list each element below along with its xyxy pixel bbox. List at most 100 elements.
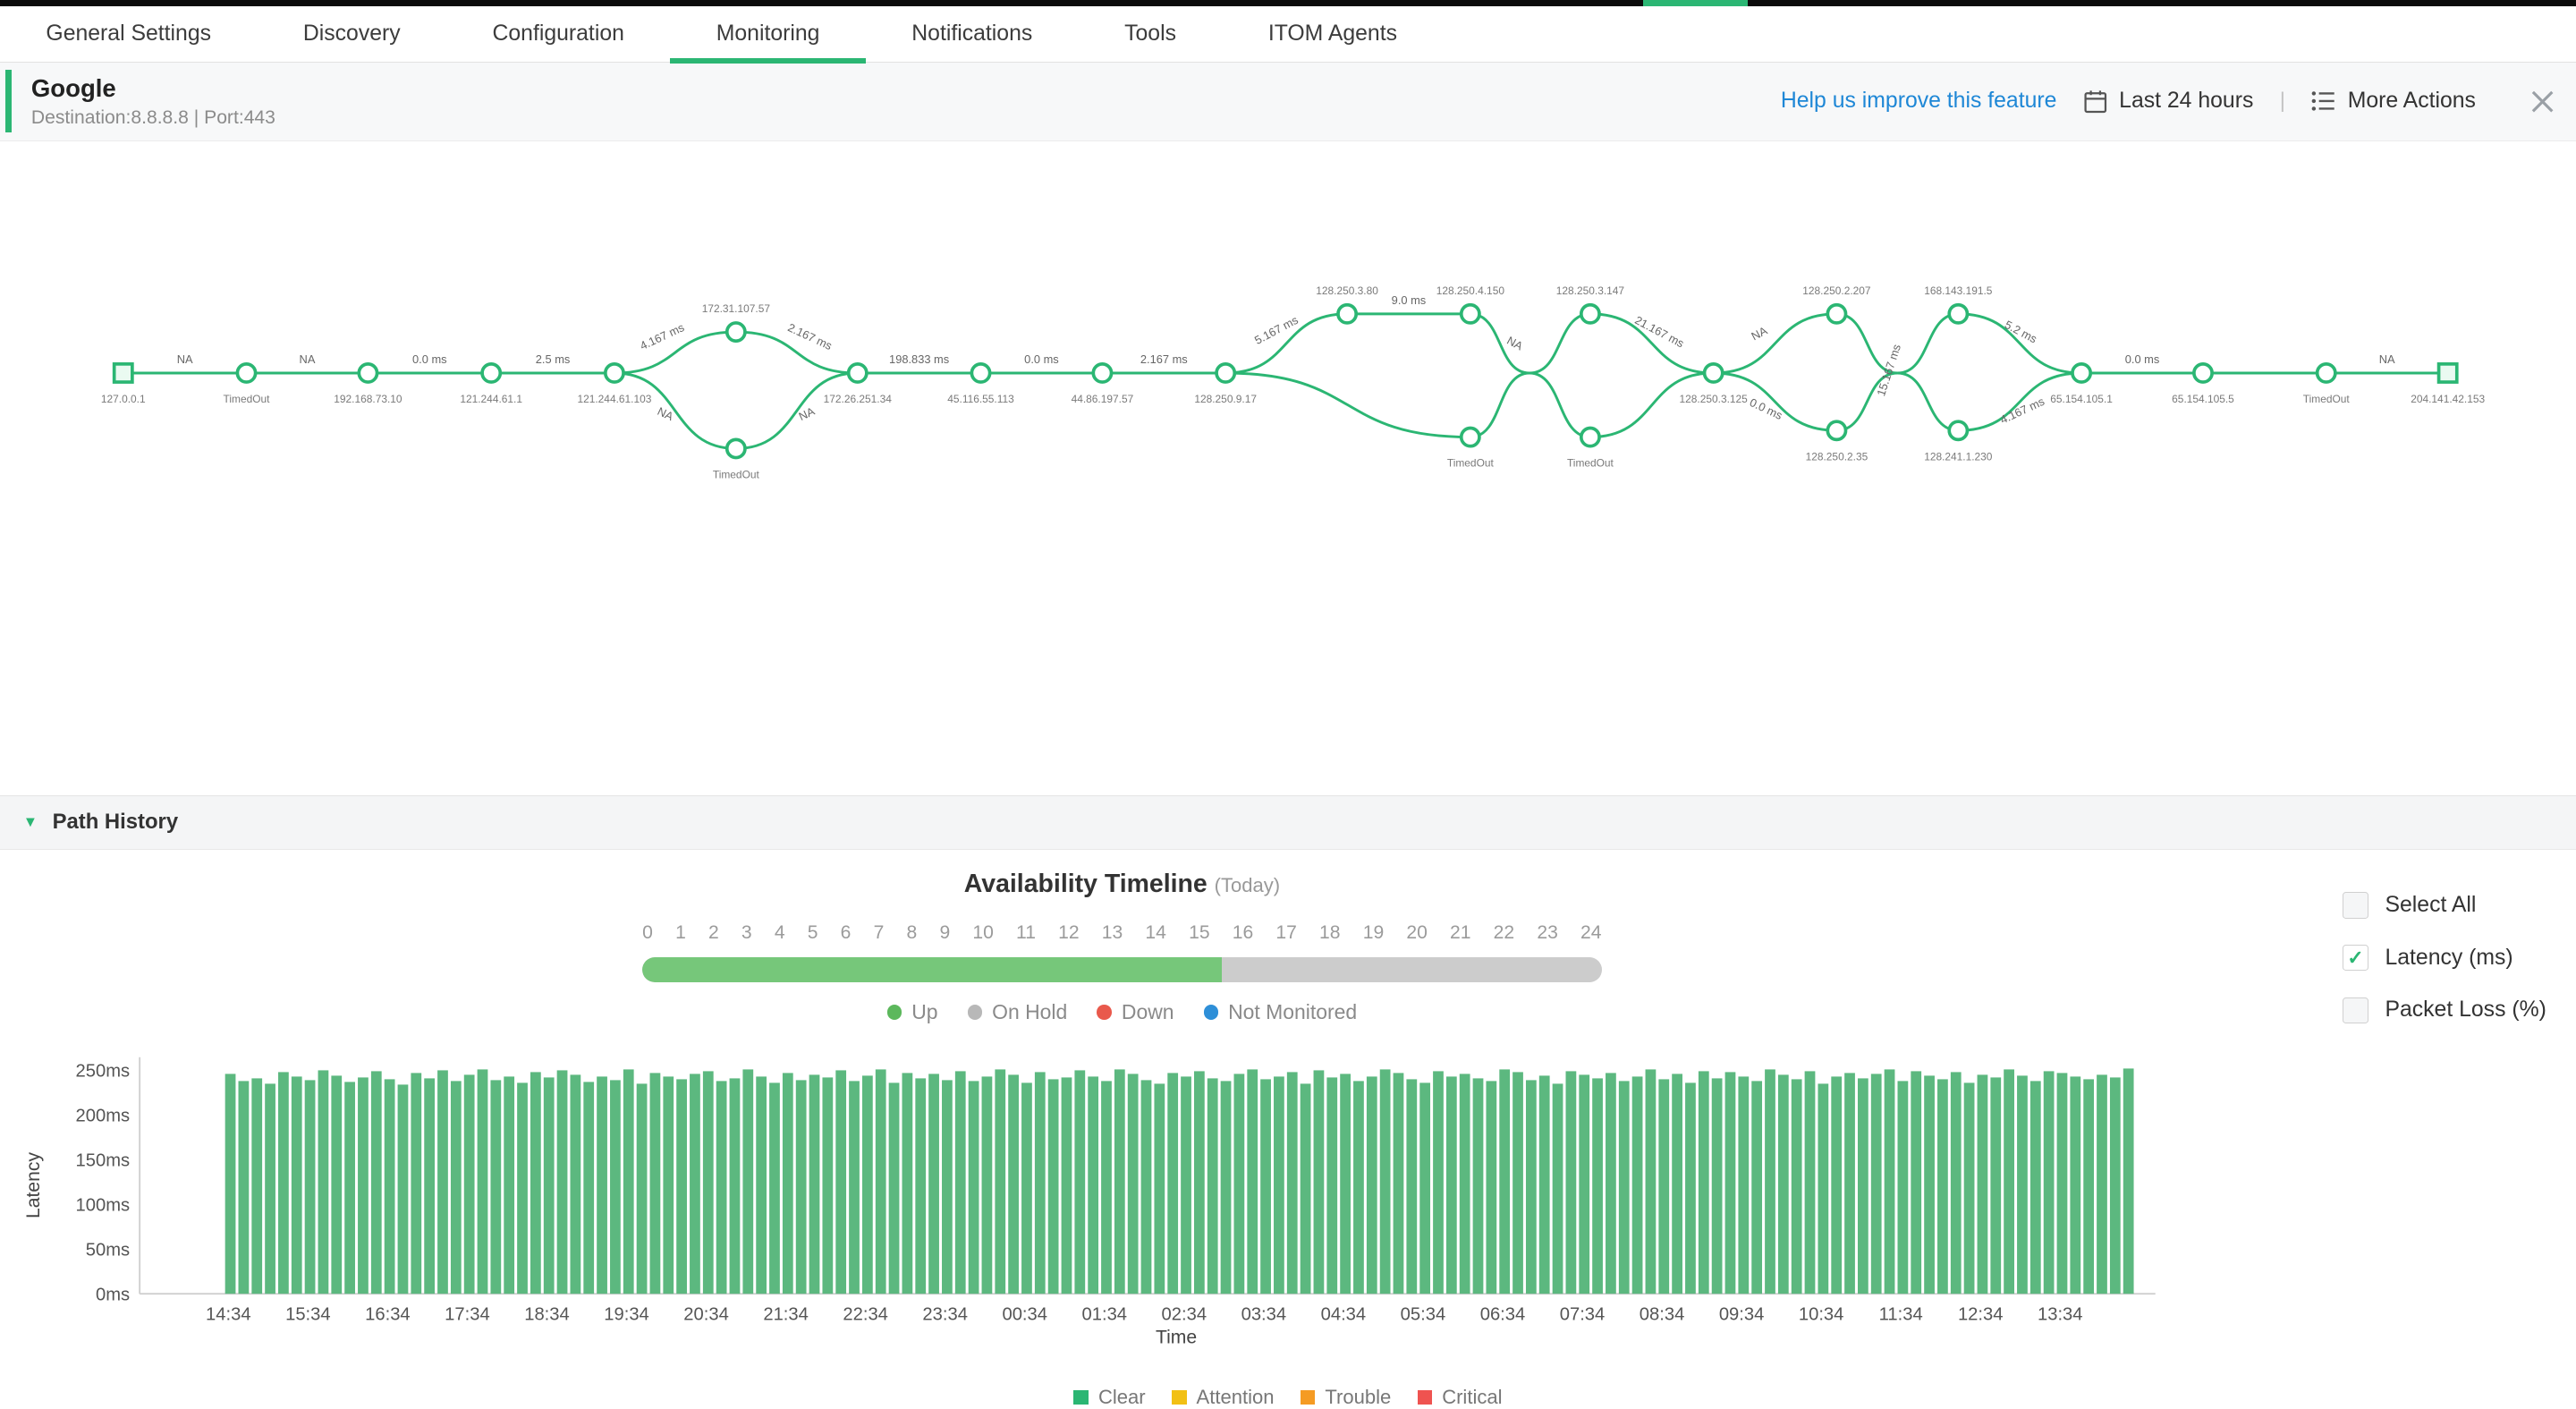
latency-bar[interactable]	[1300, 1083, 1311, 1294]
tab-itom-agents[interactable]: ITOM Agents	[1267, 21, 1397, 47]
latency-bar[interactable]	[1061, 1077, 1072, 1294]
latency-bar[interactable]	[1579, 1074, 1590, 1294]
latency-bar[interactable]	[2123, 1068, 2134, 1294]
latency-bar[interactable]	[1711, 1078, 1723, 1294]
latency-bar[interactable]	[1207, 1078, 1218, 1294]
checkbox-checked-icon[interactable]: ✓	[2342, 945, 2369, 972]
latency-bar[interactable]	[517, 1082, 528, 1294]
latency-bar[interactable]	[2109, 1077, 2121, 1294]
latency-bar[interactable]	[397, 1084, 409, 1294]
latency-bar[interactable]	[265, 1083, 275, 1294]
latency-bar[interactable]	[676, 1079, 687, 1294]
latency-bar[interactable]	[1393, 1073, 1404, 1294]
latency-bar[interactable]	[238, 1081, 250, 1294]
latency-bar[interactable]	[2070, 1076, 2081, 1294]
latency-bar[interactable]	[1101, 1081, 1112, 1294]
latency-bar[interactable]	[304, 1080, 316, 1294]
tab-configuration[interactable]: Configuration	[492, 21, 624, 47]
latency-bar[interactable]	[1831, 1076, 1843, 1294]
latency-bar[interactable]	[2029, 1081, 2041, 1294]
latency-bar[interactable]	[1791, 1079, 1802, 1294]
latency-bar[interactable]	[928, 1074, 939, 1294]
latency-bar[interactable]	[1379, 1069, 1391, 1294]
path-node[interactable]	[603, 361, 625, 384]
latency-bar[interactable]	[463, 1074, 475, 1294]
latency-bar[interactable]	[225, 1074, 236, 1294]
path-node[interactable]	[1091, 361, 1114, 384]
latency-bar[interactable]	[1592, 1078, 1603, 1294]
latency-bar[interactable]	[570, 1074, 581, 1294]
path-node[interactable]	[1459, 426, 1481, 448]
path-node[interactable]	[1336, 302, 1359, 325]
path-node[interactable]	[1702, 361, 1724, 384]
latency-bar[interactable]	[1724, 1072, 1736, 1294]
latency-bar[interactable]	[1765, 1069, 1775, 1294]
checkbox-select-all[interactable]: Select All	[2342, 892, 2546, 919]
latency-bar[interactable]	[756, 1076, 767, 1294]
latency-bar[interactable]	[1340, 1074, 1351, 1294]
latency-bar[interactable]	[1658, 1079, 1670, 1294]
latency-bar[interactable]	[411, 1073, 422, 1294]
latency-bar[interactable]	[1672, 1074, 1682, 1294]
path-node[interactable]	[2315, 361, 2337, 384]
latency-bar[interactable]	[1406, 1079, 1418, 1294]
latency-bar[interactable]	[1631, 1076, 1643, 1294]
path-node-endpoint[interactable]	[2436, 361, 2459, 384]
latency-bar[interactable]	[742, 1069, 754, 1294]
path-node[interactable]	[1215, 361, 1237, 384]
latency-bar[interactable]	[251, 1078, 263, 1294]
latency-bar[interactable]	[1154, 1083, 1165, 1294]
latency-bar[interactable]	[729, 1078, 741, 1294]
path-node-endpoint[interactable]	[112, 361, 134, 384]
latency-bar[interactable]	[1074, 1070, 1086, 1294]
latency-bar[interactable]	[2097, 1074, 2107, 1294]
latency-bar[interactable]	[1021, 1082, 1032, 1294]
latency-bar[interactable]	[1698, 1071, 1709, 1294]
path-history-header[interactable]: ▼ Path History	[0, 794, 2576, 850]
tab-general-settings[interactable]: General Settings	[46, 21, 212, 47]
latency-bar[interactable]	[822, 1077, 834, 1294]
more-actions-button[interactable]: More Actions	[2311, 89, 2476, 114]
latency-bar[interactable]	[1738, 1076, 1750, 1294]
latency-bar[interactable]	[1181, 1076, 1191, 1294]
latency-bar[interactable]	[942, 1080, 953, 1294]
latency-bar[interactable]	[809, 1074, 820, 1294]
path-node[interactable]	[1947, 302, 1970, 325]
latency-bar[interactable]	[1552, 1083, 1563, 1294]
path-node[interactable]	[724, 437, 747, 460]
latency-bar[interactable]	[1433, 1071, 1444, 1294]
latency-bar[interactable]	[1804, 1071, 1816, 1294]
latency-bar[interactable]	[1751, 1081, 1763, 1294]
tab-monitoring[interactable]: Monitoring	[670, 6, 866, 64]
close-button[interactable]	[2529, 88, 2556, 115]
latency-bar[interactable]	[1565, 1071, 1577, 1294]
latency-bar[interactable]	[450, 1081, 462, 1294]
latency-bar[interactable]	[1937, 1079, 1948, 1294]
tab-notifications[interactable]: Notifications	[911, 21, 1033, 47]
latency-bar[interactable]	[1645, 1069, 1657, 1294]
latency-bar[interactable]	[1419, 1082, 1431, 1294]
tab-tools[interactable]: Tools	[1124, 21, 1176, 47]
latency-bar[interactable]	[861, 1075, 873, 1294]
latency-bar[interactable]	[1499, 1069, 1511, 1294]
latency-bar[interactable]	[1525, 1080, 1537, 1294]
latency-bar[interactable]	[782, 1073, 793, 1294]
latency-bar[interactable]	[1274, 1076, 1284, 1294]
latency-bar[interactable]	[636, 1083, 648, 1294]
latency-bar[interactable]	[2083, 1079, 2095, 1294]
latency-bar[interactable]	[1127, 1074, 1139, 1294]
latency-bar[interactable]	[1313, 1070, 1325, 1294]
latency-bar[interactable]	[1008, 1074, 1019, 1294]
latency-bar[interactable]	[331, 1075, 343, 1294]
latency-bar[interactable]	[2017, 1075, 2028, 1294]
latency-bar[interactable]	[597, 1076, 607, 1294]
checkbox-unchecked[interactable]	[2342, 892, 2369, 919]
latency-bar[interactable]	[1977, 1074, 1988, 1294]
latency-bar[interactable]	[424, 1078, 436, 1294]
path-node[interactable]	[235, 361, 258, 384]
path-node[interactable]	[724, 321, 747, 343]
latency-bar[interactable]	[610, 1080, 621, 1294]
latency-bar[interactable]	[1606, 1073, 1616, 1294]
latency-bar[interactable]	[716, 1081, 727, 1294]
latency-bar[interactable]	[1513, 1072, 1523, 1294]
